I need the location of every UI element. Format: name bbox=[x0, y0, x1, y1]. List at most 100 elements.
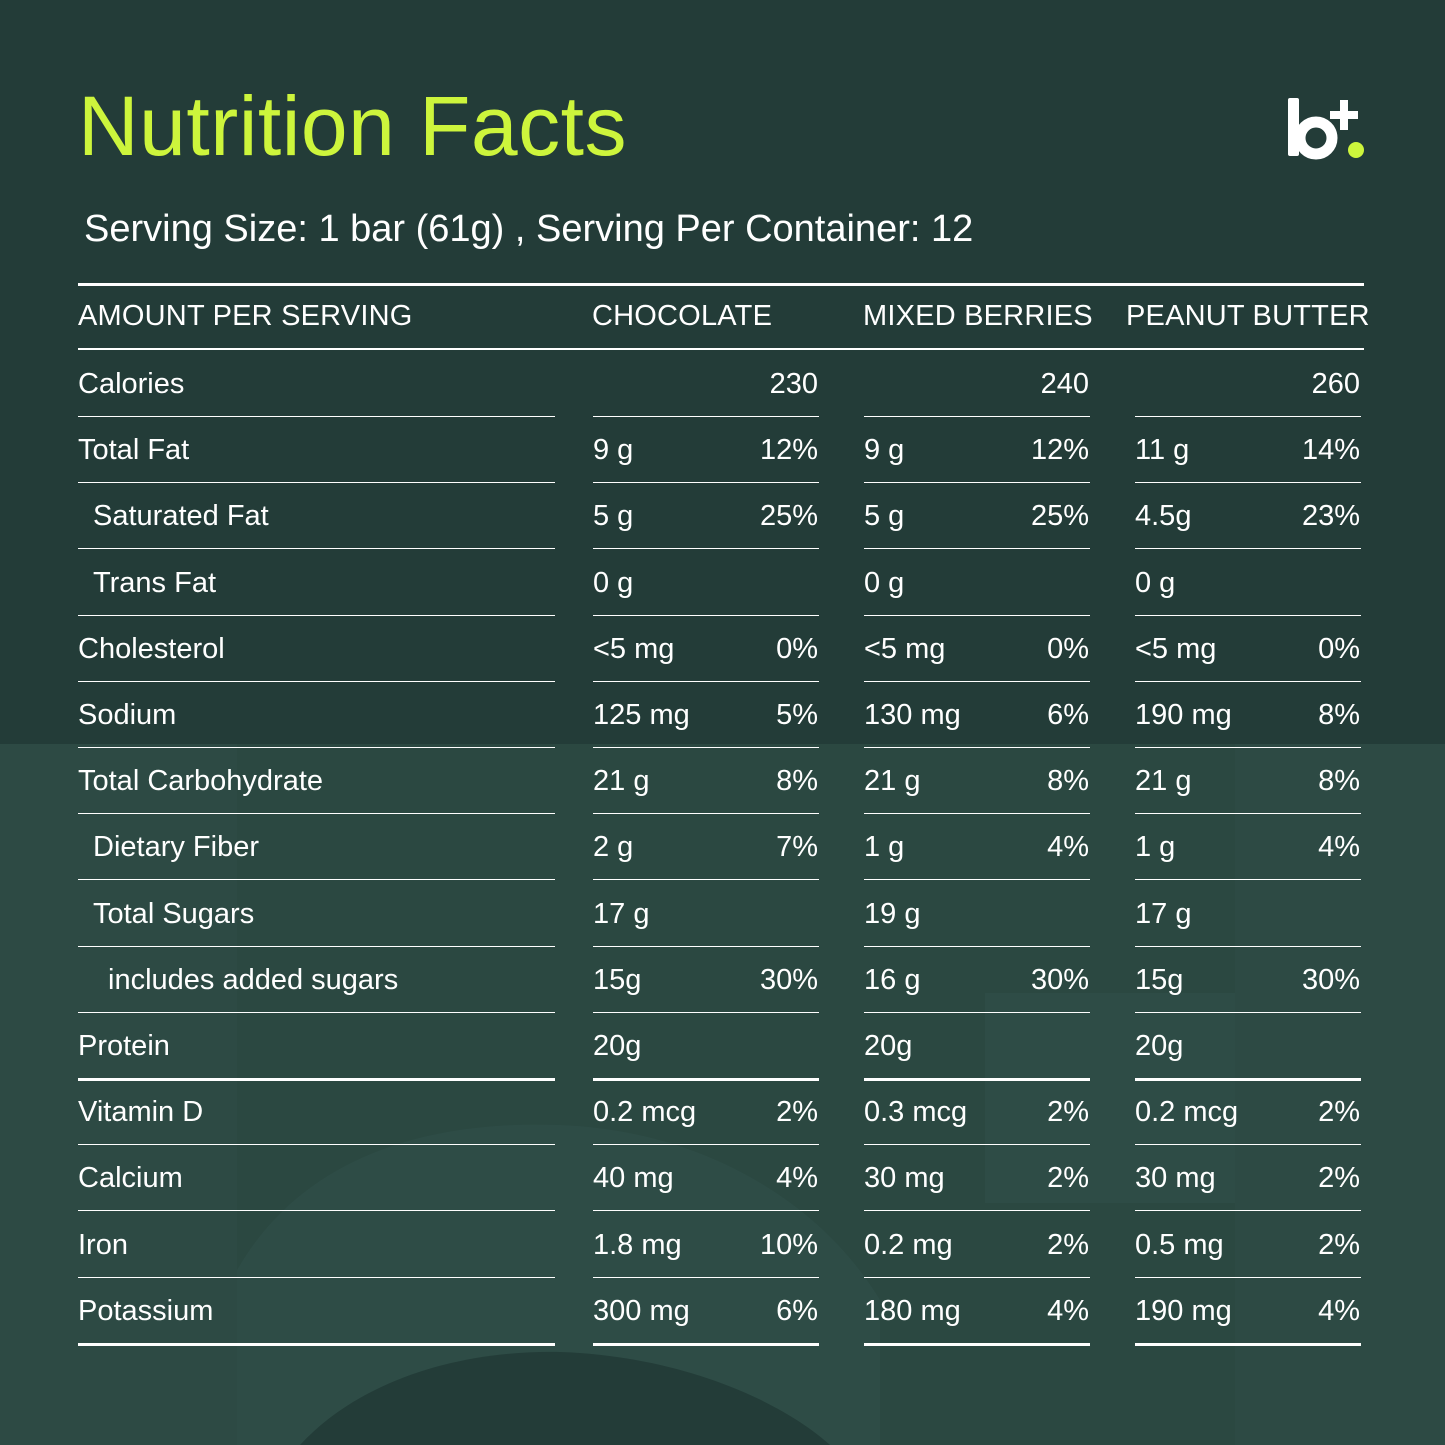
cell-percent-calcium-col3: 2% bbox=[1318, 1162, 1360, 1195]
cell-percent-includes-added-sugars-col1: 30% bbox=[759, 963, 818, 996]
cell-percent-total-carbohydrate-col2: 8% bbox=[1047, 765, 1089, 798]
row-rule-cholesterol-seg2 bbox=[864, 680, 1090, 682]
cell-amount-sodium-col3: 190 mg bbox=[1135, 699, 1232, 731]
row-rule-trans-fat-seg1 bbox=[593, 614, 819, 616]
cell-amount-trans-fat-col1: 0 g bbox=[593, 566, 634, 599]
row-rule-vitamin-d-seg3 bbox=[1135, 1144, 1361, 1146]
row-rule-total-carbohydrate-seg0 bbox=[78, 813, 555, 815]
row-rule-calcium-seg3 bbox=[1135, 1210, 1361, 1212]
header-amount-per-serving: AMOUNT PER SERVING bbox=[78, 300, 413, 332]
row-rule-total-sugars-seg0 bbox=[78, 945, 555, 947]
row-rule-calories-seg3 bbox=[1135, 416, 1361, 417]
cell-amount-calcium-col3: 30 mg bbox=[1135, 1162, 1216, 1195]
cell-percent-saturated-fat-col2: 25% bbox=[1030, 500, 1089, 533]
cell-amount-protein-col2: 20g bbox=[864, 1030, 913, 1062]
row-label-trans-fat: Trans Fat bbox=[93, 566, 217, 599]
row-rule-total-fat-seg3 bbox=[1135, 482, 1361, 484]
header-mixed-berries: MIXED BERRIES bbox=[863, 300, 1093, 332]
row-rule-protein-seg2 bbox=[864, 1078, 1090, 1081]
cell-amount-protein-col3: 20g bbox=[1135, 1030, 1184, 1062]
cell-percent-potassium-col2: 4% bbox=[1047, 1294, 1089, 1327]
cell-percent-calories-col1: 230 bbox=[769, 368, 818, 400]
row-rule-vitamin-d-seg2 bbox=[864, 1144, 1090, 1146]
row-rule-sodium-seg3 bbox=[1135, 747, 1361, 748]
cell-amount-includes-added-sugars-col2: 16 g bbox=[864, 963, 921, 996]
cell-amount-protein-col1: 20g bbox=[593, 1030, 642, 1062]
row-rule-total-fat-seg2 bbox=[864, 482, 1090, 484]
page-title: Nutrition Facts bbox=[78, 79, 627, 173]
row-rule-trans-fat-seg0 bbox=[78, 614, 555, 616]
row-label-potassium: Potassium bbox=[78, 1294, 214, 1327]
row-label-sodium: Sodium bbox=[78, 699, 177, 731]
cell-percent-includes-added-sugars-col3: 30% bbox=[1301, 963, 1360, 996]
cell-percent-dietary-fiber-col2: 4% bbox=[1047, 831, 1089, 864]
row-label-calcium: Calcium bbox=[78, 1162, 183, 1195]
row-label-total-carbohydrate: Total Carbohydrate bbox=[78, 765, 324, 798]
cell-percent-vitamin-d-col3: 2% bbox=[1318, 1096, 1360, 1129]
cell-amount-total-fat-col1: 9 g bbox=[593, 434, 634, 467]
row-rule-cholesterol-seg1 bbox=[593, 680, 819, 682]
cell-percent-includes-added-sugars-col2: 30% bbox=[1030, 963, 1089, 996]
row-label-total-fat: Total Fat bbox=[78, 434, 190, 467]
cell-amount-cholesterol-col1: <5 mg bbox=[593, 632, 675, 665]
row-label-total-sugars: Total Sugars bbox=[93, 897, 255, 930]
cell-amount-calcium-col2: 30 mg bbox=[864, 1162, 945, 1195]
row-rule-iron-seg0 bbox=[78, 1276, 555, 1278]
cell-percent-potassium-col3: 4% bbox=[1318, 1294, 1360, 1327]
row-rule-iron-seg3 bbox=[1135, 1276, 1361, 1278]
row-rule-calcium-seg0 bbox=[78, 1210, 555, 1212]
row-rule-calories-seg2 bbox=[864, 416, 1090, 417]
row-rule-calcium-seg2 bbox=[864, 1210, 1090, 1212]
row-rule-potassium-seg3 bbox=[1135, 1342, 1361, 1346]
table-top-rule bbox=[78, 283, 1364, 286]
cell-amount-total-sugars-col1: 17 g bbox=[593, 897, 650, 930]
row-rule-total-sugars-seg2 bbox=[864, 945, 1090, 947]
row-rule-potassium-seg0 bbox=[78, 1342, 555, 1346]
row-rule-calories-seg1 bbox=[593, 416, 819, 417]
row-rule-dietary-fiber-seg0 bbox=[78, 879, 555, 881]
cell-amount-iron-col3: 0.5 mg bbox=[1135, 1228, 1224, 1261]
cell-amount-iron-col2: 0.2 mg bbox=[864, 1228, 953, 1261]
row-rule-total-fat-seg1 bbox=[593, 482, 819, 484]
row-rule-sodium-seg0 bbox=[78, 747, 555, 748]
cell-amount-saturated-fat-col3: 4.5g bbox=[1135, 500, 1192, 533]
cell-amount-sodium-col2: 130 mg bbox=[864, 699, 961, 731]
row-rule-total-carbohydrate-seg1 bbox=[593, 813, 819, 815]
row-rule-dietary-fiber-seg1 bbox=[593, 879, 819, 881]
cell-percent-sodium-col1: 5% bbox=[776, 699, 818, 731]
cell-percent-dietary-fiber-col1: 7% bbox=[776, 831, 818, 864]
row-rule-protein-seg0 bbox=[78, 1078, 555, 1081]
cell-percent-total-fat-col3: 14% bbox=[1301, 434, 1360, 467]
cell-percent-vitamin-d-col1: 2% bbox=[776, 1096, 818, 1129]
cell-amount-trans-fat-col2: 0 g bbox=[864, 566, 905, 599]
serving-info: Serving Size: 1 bar (61g) , Serving Per … bbox=[84, 208, 974, 250]
row-rule-includes-added-sugars-seg0 bbox=[78, 1011, 555, 1013]
cell-amount-saturated-fat-col2: 5 g bbox=[864, 500, 905, 533]
cell-percent-iron-col1: 10% bbox=[759, 1228, 818, 1261]
row-rule-saturated-fat-seg2 bbox=[864, 548, 1090, 550]
cell-amount-dietary-fiber-col2: 1 g bbox=[864, 831, 905, 864]
cell-amount-saturated-fat-col1: 5 g bbox=[593, 500, 634, 533]
cell-amount-cholesterol-col3: <5 mg bbox=[1135, 632, 1217, 665]
cell-percent-sodium-col3: 8% bbox=[1318, 699, 1360, 731]
cell-percent-potassium-col1: 6% bbox=[776, 1294, 818, 1327]
cell-amount-includes-added-sugars-col3: 15g bbox=[1135, 963, 1184, 996]
header-chocolate: CHOCOLATE bbox=[592, 300, 773, 332]
row-rule-trans-fat-seg3 bbox=[1135, 614, 1361, 616]
row-rule-includes-added-sugars-seg3 bbox=[1135, 1011, 1361, 1013]
cell-amount-total-fat-col3: 11 g bbox=[1135, 434, 1190, 467]
cell-percent-cholesterol-col1: 0% bbox=[776, 632, 818, 665]
row-rule-iron-seg2 bbox=[864, 1276, 1090, 1278]
cell-amount-total-carbohydrate-col1: 21 g bbox=[593, 765, 650, 798]
row-label-iron: Iron bbox=[78, 1228, 128, 1261]
row-rule-cholesterol-seg3 bbox=[1135, 680, 1361, 682]
cell-amount-includes-added-sugars-col1: 15g bbox=[593, 963, 642, 996]
row-rule-vitamin-d-seg0 bbox=[78, 1144, 555, 1146]
row-rule-total-fat-seg0 bbox=[78, 482, 555, 484]
cell-amount-calcium-col1: 40 mg bbox=[593, 1162, 674, 1195]
row-rule-vitamin-d-seg1 bbox=[593, 1144, 819, 1146]
cell-percent-calcium-col1: 4% bbox=[776, 1162, 818, 1195]
row-rule-sodium-seg2 bbox=[864, 747, 1090, 748]
row-rule-dietary-fiber-seg2 bbox=[864, 879, 1090, 881]
